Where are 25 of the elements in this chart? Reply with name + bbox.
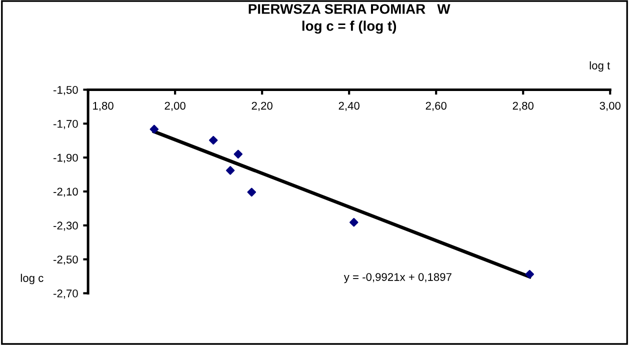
x-tick-label: 2,40	[338, 102, 360, 112]
y-tick-label: -1,50	[54, 86, 78, 96]
point	[350, 218, 358, 227]
chart-title: PIERWSZA SERIA POMIAR W log c = f (log t)	[248, 4, 450, 34]
point	[150, 124, 159, 134]
point	[208, 136, 218, 145]
x-tick-label: 3,00	[600, 102, 621, 112]
x-tick-label: 2,20	[252, 102, 272, 112]
y-axis-title: log c	[20, 274, 44, 284]
y-tick-label: -2,50	[54, 256, 78, 265]
y-tick-label: -2,70	[54, 290, 78, 299]
x-axis-title: log t	[590, 61, 610, 72]
point	[226, 166, 235, 175]
point	[234, 150, 243, 159]
y-tick-label: -2,30	[54, 222, 78, 231]
x-tick-label: 2,60	[426, 102, 446, 112]
y-tick-label: -1,90	[54, 154, 78, 163]
y-tick-label: -2,10	[54, 188, 78, 197]
point	[525, 270, 534, 279]
annotation: y = -0,9921x + 0,1897	[344, 273, 452, 284]
y-tick-label: -1,70	[54, 120, 78, 130]
x-tick-label: 2,00	[164, 102, 186, 112]
point	[247, 188, 256, 197]
x-tick-label: 1,80	[93, 102, 114, 112]
x-tick-label: 2,80	[512, 102, 534, 112]
